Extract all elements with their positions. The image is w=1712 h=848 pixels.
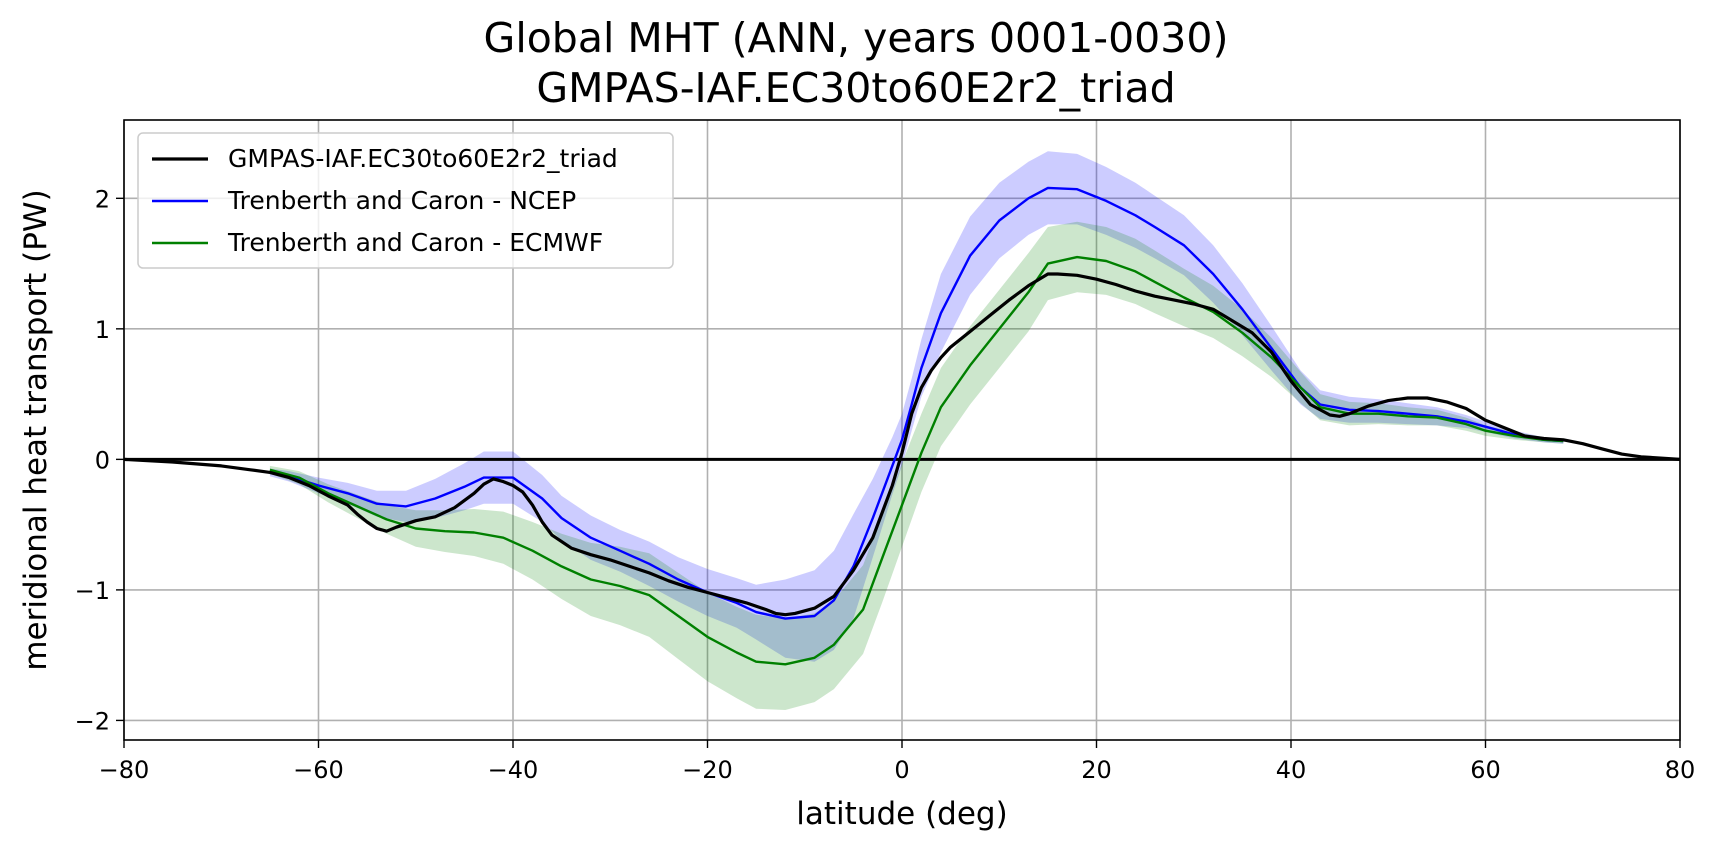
x-axis-label: latitude (deg) [796, 796, 1007, 832]
x-tick-label: 60 [1470, 756, 1501, 784]
y-tick-label: −1 [75, 577, 110, 605]
y-tick-label: 1 [95, 316, 110, 344]
x-tick-label: −20 [682, 756, 733, 784]
x-tick-label: −40 [488, 756, 539, 784]
chart-title: Global MHT (ANN, years 0001-0030) [484, 14, 1229, 62]
legend-box [137, 132, 674, 269]
x-tick-label: 80 [1665, 756, 1696, 784]
x-tick-label: −80 [99, 756, 150, 784]
legend: GMPAS-IAF.EC30to60E2r2_triad Trenberth a… [137, 132, 674, 269]
x-tick-label: 20 [1081, 756, 1112, 784]
y-axis-label: meridional heat transport (PW) [18, 189, 54, 670]
y-tick-label: 2 [95, 185, 110, 213]
legend-label-ncep: Trenberth and Caron - NCEP [227, 186, 576, 215]
legend-label-model: GMPAS-IAF.EC30to60E2r2_triad [228, 144, 618, 173]
axis-ticks: −80 −60 −40 −20 0 20 40 60 80 −2 −1 0 1 2 [75, 185, 1696, 784]
series-band-1 [269, 151, 1564, 662]
legend-label-ecmwf: Trenberth and Caron - ECMWF [227, 228, 603, 257]
x-tick-label: −60 [293, 756, 344, 784]
y-tick-label: −2 [75, 707, 110, 735]
y-tick-label: 0 [95, 446, 110, 474]
x-tick-label: 40 [1276, 756, 1307, 784]
x-tick-label: 0 [894, 756, 909, 784]
chart-subtitle: GMPAS-IAF.EC30to60E2r2_triad [536, 64, 1175, 112]
series-line-1 [269, 186, 1564, 620]
series-lines [123, 186, 1681, 666]
series-line-0 [123, 272, 1681, 617]
